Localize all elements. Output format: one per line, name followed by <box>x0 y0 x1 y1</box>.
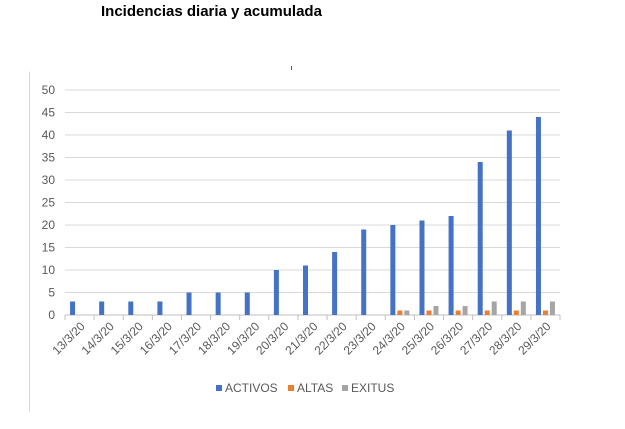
bar-activos-3 <box>157 301 163 315</box>
bar-altas-15 <box>513 310 519 315</box>
bar-exitus-16 <box>549 301 555 315</box>
y-tick-label: 35 <box>42 151 56 165</box>
bar-altas-14 <box>484 310 490 315</box>
legend-label-exitus: EXITUS <box>351 381 394 395</box>
y-tick-label: 15 <box>42 241 56 255</box>
x-tick-labels: 13/3/2014/3/2015/3/2016/3/2017/3/2018/3/… <box>49 319 553 357</box>
y-tick-label: 10 <box>42 263 56 277</box>
tick-mark <box>291 66 292 70</box>
bar-activos-0 <box>70 301 76 315</box>
bars <box>70 117 555 315</box>
bar-activos-14 <box>477 162 483 315</box>
bar-activos-15 <box>506 130 512 315</box>
y-tick-label: 20 <box>42 218 56 232</box>
bar-activos-12 <box>419 220 425 315</box>
page-title: Incidencias diaria y acumulada <box>101 3 322 20</box>
bar-altas-11 <box>397 310 403 315</box>
bar-activos-5 <box>215 292 221 315</box>
bar-activos-8 <box>303 265 308 315</box>
y-tick-label: 30 <box>42 173 56 187</box>
legend: ACTIVOS ALTAS EXITUS <box>216 381 394 395</box>
legend-label-altas: ALTAS <box>297 381 333 395</box>
bar-exitus-12 <box>433 306 439 315</box>
y-tick-labels: 0 5 10 15 20 25 30 35 40 45 50 <box>42 83 56 322</box>
legend-swatch-exitus <box>342 385 348 391</box>
bar-activos-4 <box>186 292 192 315</box>
bar-activos-9 <box>332 252 338 315</box>
bar-exitus-13 <box>462 306 468 315</box>
bar-altas-16 <box>542 310 548 315</box>
x-tick-label: 29/3/20 <box>515 319 553 357</box>
y-tick-label: 5 <box>48 286 55 300</box>
bar-activos-13 <box>448 216 454 315</box>
bar-activos-16 <box>535 117 541 315</box>
bar-altas-13 <box>455 310 461 315</box>
y-tick-label: 45 <box>42 106 56 120</box>
bar-activos-6 <box>244 292 250 315</box>
legend-swatch-activos <box>216 385 222 391</box>
grid-lines <box>64 89 561 320</box>
bar-activos-2 <box>128 301 134 315</box>
legend-label-activos: ACTIVOS <box>225 381 278 395</box>
legend-swatch-altas <box>288 385 294 391</box>
bar-activos-1 <box>99 301 105 315</box>
chart-frame <box>29 71 590 412</box>
y-tick-label: 40 <box>42 128 56 142</box>
bar-exitus-11 <box>404 310 410 315</box>
y-tick-label: 0 <box>48 308 55 322</box>
bar-activos-7 <box>273 270 279 315</box>
y-tick-label: 25 <box>42 196 56 210</box>
y-tick-label: 50 <box>42 83 56 97</box>
bar-activos-10 <box>361 229 367 315</box>
bar-exitus-15 <box>520 301 526 315</box>
bar-exitus-14 <box>491 301 497 315</box>
bar-activos-11 <box>390 225 396 315</box>
bar-altas-12 <box>426 310 432 315</box>
